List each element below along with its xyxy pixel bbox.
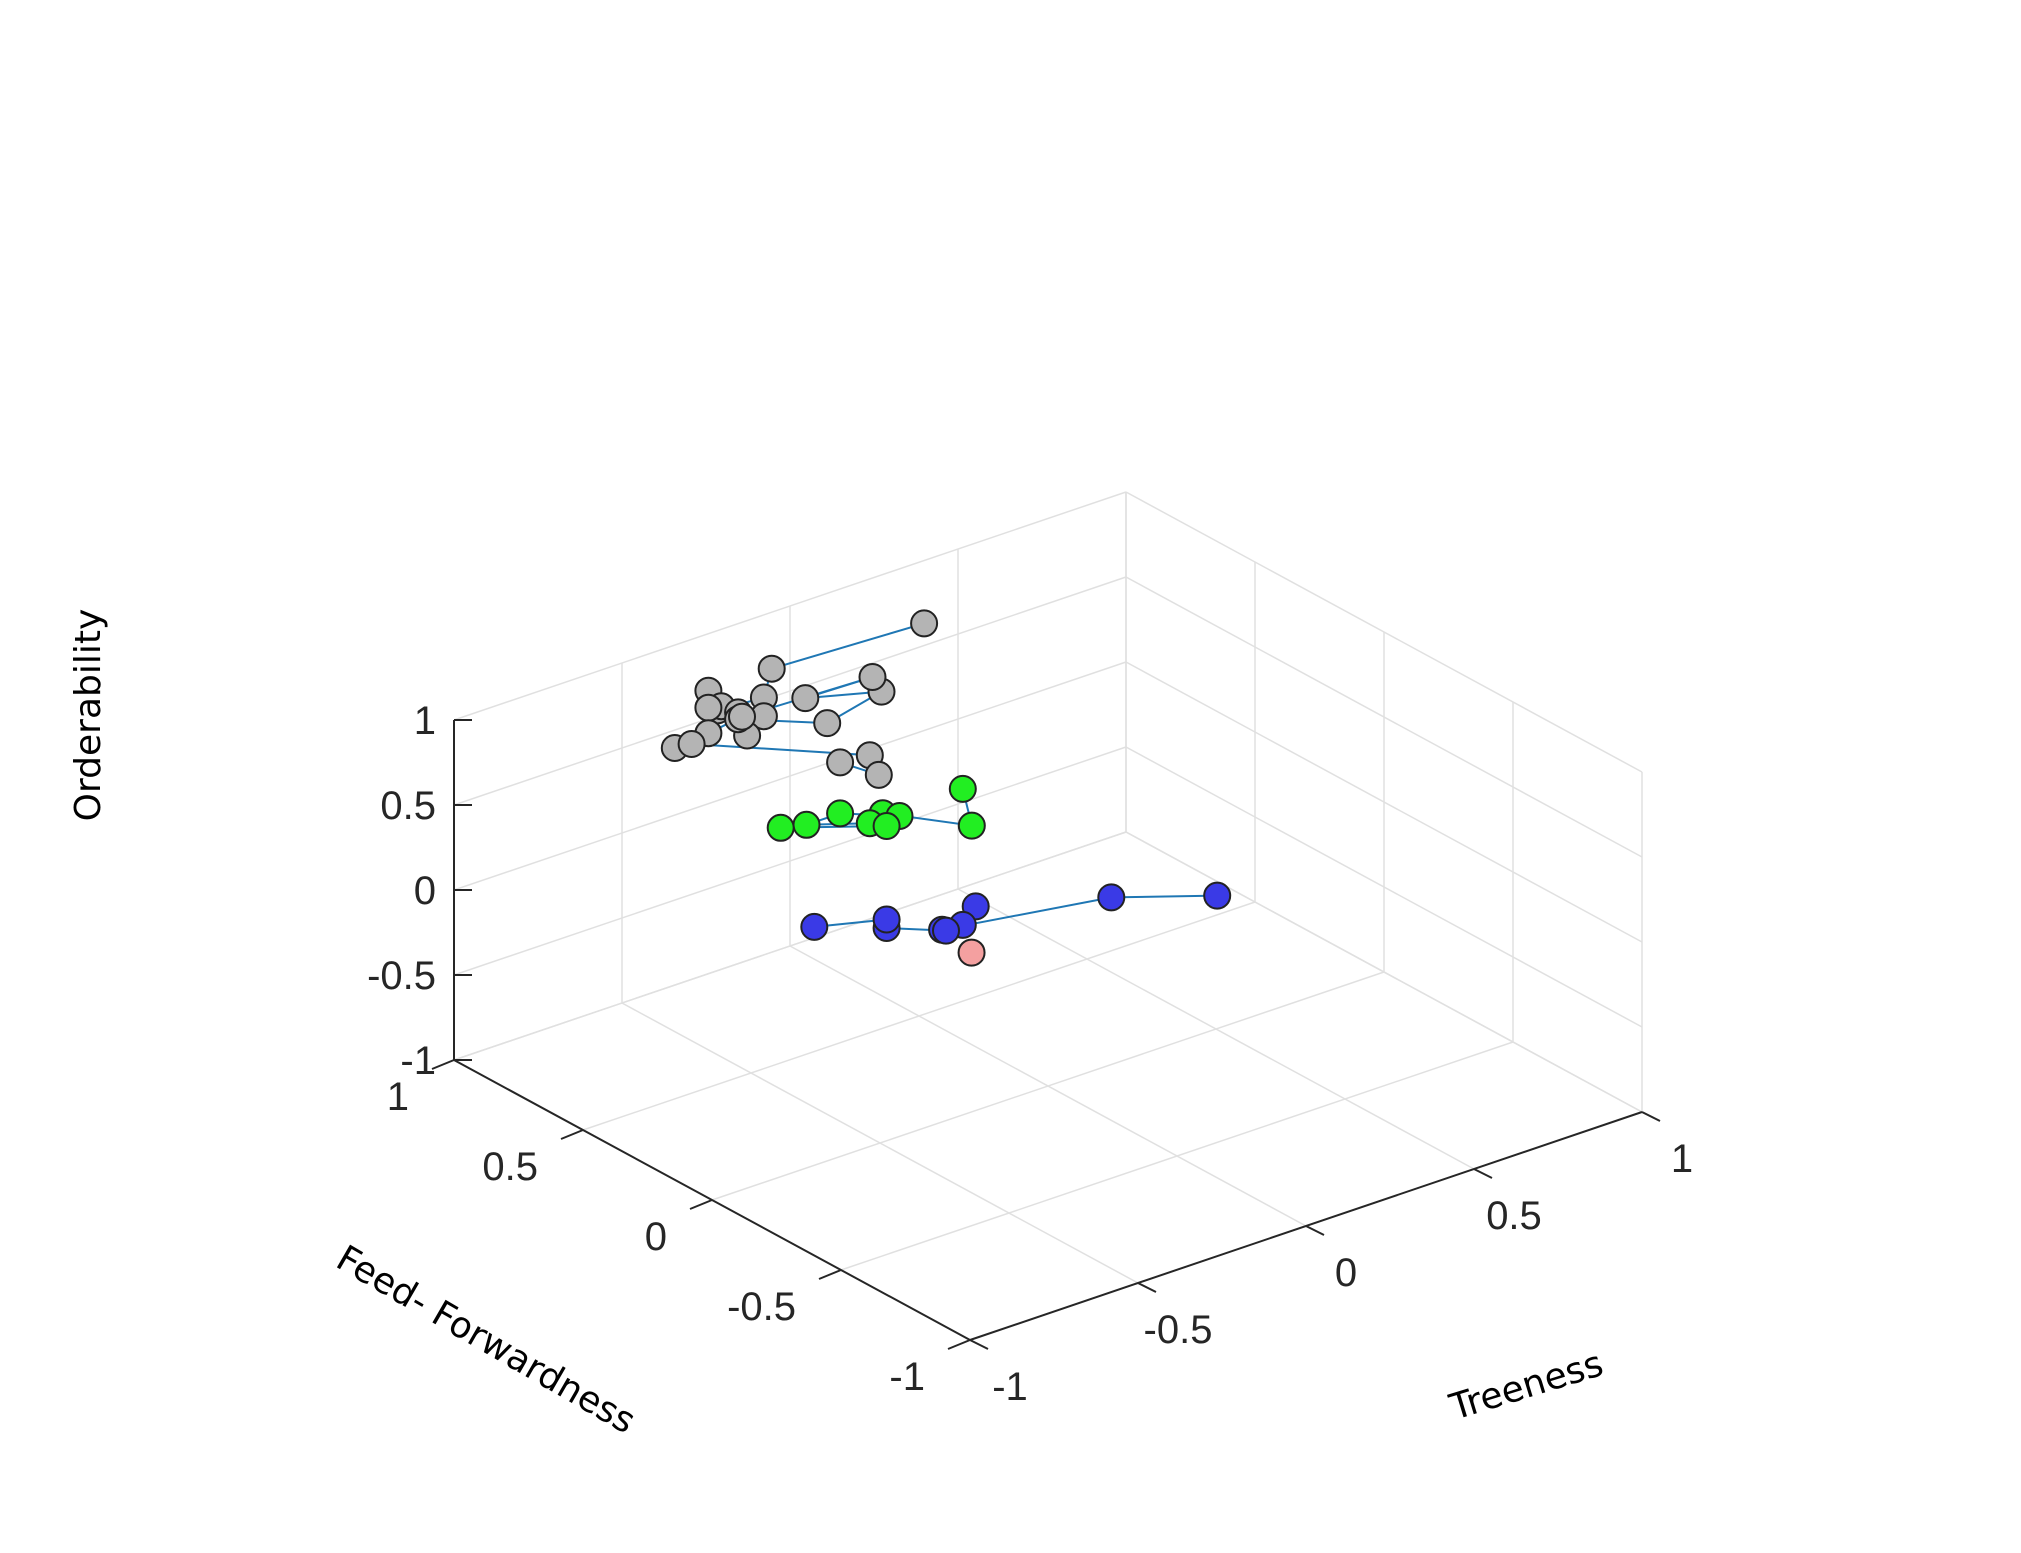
y-tick-label: -1: [889, 1355, 925, 1399]
data-point: [872, 812, 901, 840]
y-tick-mark: [431, 1059, 455, 1070]
y-tick-mark: [818, 1269, 842, 1280]
grid-line: [1125, 491, 1643, 773]
data-point: [826, 748, 855, 777]
data-point: [858, 663, 887, 691]
x-tick-label: 0: [1335, 1251, 1357, 1295]
tick-labels: -1-0.500.51-1-0.500.51-1-0.500.51: [367, 699, 1693, 1409]
z-tick-label: -0.5: [367, 954, 436, 998]
z-tick-label: 0: [414, 869, 436, 913]
grid-line: [453, 576, 1127, 806]
data-point: [957, 811, 986, 840]
x-tick-label: -0.5: [1144, 1308, 1213, 1352]
grid-line: [453, 661, 1127, 891]
grid-line: [1125, 661, 1643, 943]
z-axis-label: Orderability: [68, 609, 109, 822]
z-tick-label: -1: [400, 1039, 436, 1083]
grid-line: [711, 971, 1385, 1201]
grid-line: [453, 491, 1127, 721]
z-tick-label: 0.5: [380, 784, 436, 828]
data-point: [948, 774, 977, 803]
data-point: [792, 810, 821, 839]
x-tick-label: 0.5: [1486, 1194, 1542, 1238]
z-tick-label: 1: [414, 699, 436, 743]
x-tick-mark: [969, 1339, 989, 1350]
y-tick-label: 0.5: [482, 1145, 538, 1189]
y-tick-mark: [560, 1129, 584, 1140]
data-point: [826, 799, 855, 828]
y-tick-label: 0: [645, 1215, 667, 1259]
axes: [431, 719, 1661, 1350]
data-point: [813, 709, 842, 738]
data-point: [1097, 883, 1126, 912]
data-point: [766, 813, 795, 842]
data-point: [864, 760, 893, 789]
data-points: [660, 609, 1232, 967]
data-point: [791, 684, 820, 713]
data-point: [677, 730, 706, 758]
grid-line: [957, 888, 1475, 1170]
x-tick-label: 1: [1671, 1137, 1693, 1181]
grid-line: [1125, 831, 1643, 1113]
data-point: [1203, 881, 1232, 910]
grid-line: [582, 901, 1256, 1131]
data-point: [910, 609, 939, 638]
x-tick-mark: [1473, 1168, 1493, 1179]
series-lines: [674, 622, 1218, 932]
y-tick-mark: [947, 1339, 971, 1350]
data-point: [957, 938, 986, 967]
y-tick-mark: [689, 1199, 713, 1210]
x-tick-label: -1: [992, 1365, 1028, 1409]
data-point: [872, 905, 901, 934]
y-axis-label: Feed- Forwardness: [329, 1238, 642, 1442]
y-tick-label: 1: [387, 1075, 409, 1119]
data-point: [728, 702, 756, 731]
x-tick-mark: [1137, 1282, 1157, 1293]
y-tick-label: -0.5: [727, 1285, 796, 1329]
grid-line: [1125, 576, 1643, 858]
data-point: [757, 654, 786, 683]
data-point: [800, 912, 829, 941]
x-tick-mark: [1305, 1225, 1325, 1236]
data-point: [694, 693, 723, 722]
x-axis-label: Treeness: [1444, 1343, 1608, 1429]
data-point: [932, 916, 960, 945]
x-tick-mark: [1641, 1111, 1661, 1122]
grid-lines: [453, 491, 1643, 1341]
grid-line: [453, 831, 1127, 1061]
